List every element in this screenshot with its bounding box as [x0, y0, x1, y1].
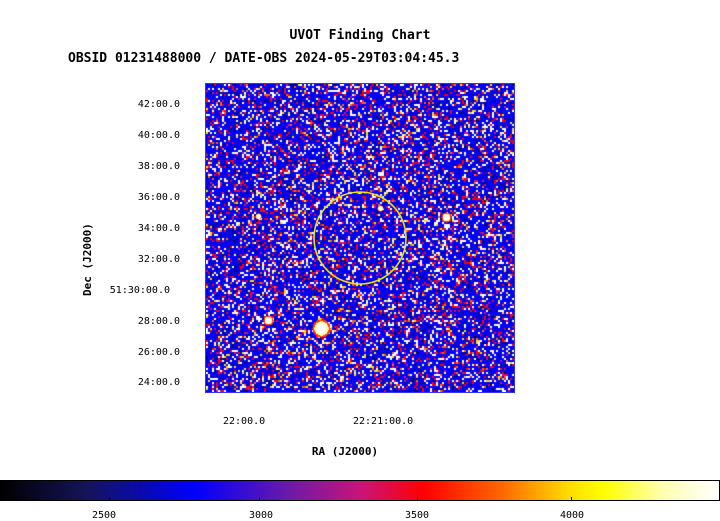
- x-tick-label: 22:00.0: [223, 416, 266, 427]
- chart-subtitle: OBSID 01231488000 / DATE-OBS 2024-05-29T…: [68, 51, 460, 66]
- chart-title: UVOT Finding Chart: [289, 28, 431, 43]
- colorbar-tick-label: 3500: [404, 510, 430, 521]
- colorbar-tick-mark: [259, 497, 260, 501]
- colorbar-tick-mark: [571, 497, 572, 501]
- colorbar: [0, 480, 720, 501]
- y-axis-label: Dec (J2000): [81, 223, 94, 296]
- y-tick-label: 36:00.0: [137, 192, 180, 203]
- colorbar-tick-label: 3000: [248, 510, 274, 521]
- sky-image: [205, 83, 515, 393]
- source-region-circle: [313, 191, 407, 285]
- y-tick-label: 40:00.0: [137, 130, 180, 141]
- y-tick-label: 32:00.0: [137, 254, 180, 265]
- y-tick-label: 28:00.0: [137, 316, 180, 327]
- region-overlay: [313, 191, 407, 285]
- sky-image-canvas: [206, 84, 514, 392]
- x-tick-label: 22:21:00.0: [353, 416, 414, 427]
- y-tick-label: 51:30:00.0: [109, 285, 170, 296]
- colorbar-tick-mark: [417, 497, 418, 501]
- y-tick-label: 26:00.0: [137, 347, 180, 358]
- colorbar-tick-label: 2500: [91, 510, 117, 521]
- colorbar-tick-mark: [109, 497, 110, 501]
- y-tick-label: 38:00.0: [137, 161, 180, 172]
- y-tick-label: 42:00.0: [137, 99, 180, 110]
- x-axis-label: RA (J2000): [311, 445, 379, 458]
- y-tick-label: 24:00.0: [137, 377, 180, 388]
- y-tick-label: 34:00.0: [137, 223, 180, 234]
- colorbar-tick-label: 4000: [559, 510, 585, 521]
